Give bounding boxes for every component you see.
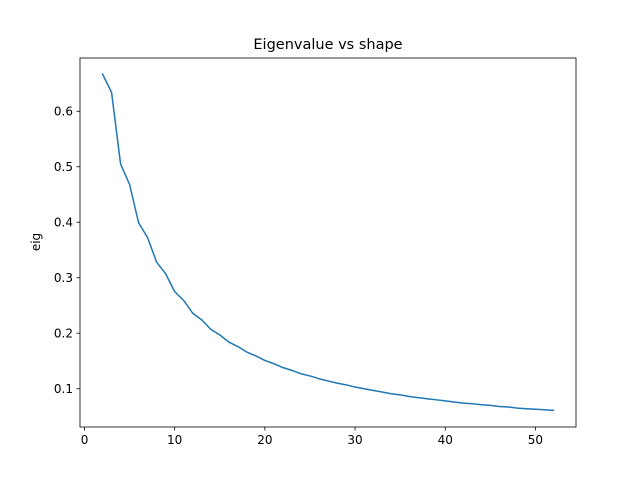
y-tick-label: 0.3: [54, 271, 73, 285]
x-tick-label: 50: [528, 433, 543, 447]
chart-title: Eigenvalue vs shape: [253, 37, 402, 53]
x-tick-label: 30: [347, 433, 362, 447]
axes-frame: [79, 57, 577, 428]
plot-area: [101, 73, 555, 412]
x-axis: 0 10 20 30 40 50: [81, 427, 543, 447]
x-tick-label: 10: [167, 433, 182, 447]
x-tick-label: 40: [438, 433, 453, 447]
x-tick-label: 0: [81, 433, 89, 447]
y-axis-label: eig: [29, 233, 43, 251]
series-line: [101, 73, 555, 412]
y-tick-label: 0.1: [54, 382, 73, 396]
y-axis: 0.1 0.2 0.3 0.4 0.5 0.6: [54, 105, 80, 396]
y-tick-label: 0.4: [54, 216, 73, 230]
x-tick-label: 20: [257, 433, 272, 447]
y-tick-label: 0.6: [54, 105, 73, 119]
y-tick-label: 0.5: [54, 160, 73, 174]
y-tick-label: 0.2: [54, 327, 73, 341]
